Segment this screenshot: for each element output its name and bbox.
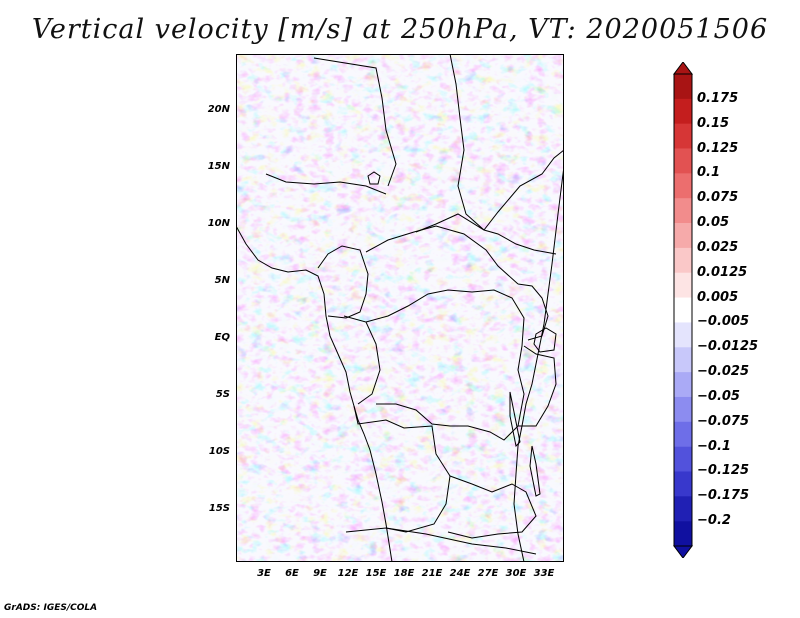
colorbar-swatch — [674, 322, 692, 348]
border-libya-chad — [313, 57, 397, 187]
colorbar-swatch — [674, 347, 692, 373]
colorbar-swatch — [674, 446, 692, 472]
border-sudan-ss — [415, 213, 557, 255]
lon-label: 9E — [313, 568, 327, 579]
lat-label: 10S — [208, 446, 230, 457]
lon-label: 15E — [365, 568, 387, 579]
lon-label: 21E — [421, 568, 443, 579]
colorbar-swatch — [674, 471, 692, 497]
colorbar-swatch — [674, 173, 692, 199]
border-congo — [343, 315, 381, 405]
colorbar-label: 0.15 — [697, 115, 730, 131]
map-title: Vertical velocity [m/s] at 250hPa, VT: 2… — [31, 14, 769, 45]
colorbar-swatch — [674, 198, 692, 224]
border-niger-nigeria — [265, 173, 387, 195]
lat-label: 5S — [215, 389, 230, 400]
colorbar-swatch — [674, 421, 692, 447]
colorbar-label: −0.005 — [697, 314, 750, 330]
lat-label: 10N — [207, 218, 230, 229]
colorbar-label: −0.025 — [697, 364, 750, 380]
border-south — [345, 527, 537, 555]
map-panel — [236, 54, 564, 562]
colorbar — [673, 62, 693, 558]
lake-chad — [367, 171, 381, 185]
colorbar-label: 0.025 — [697, 239, 739, 255]
colorbar-swatch — [674, 496, 692, 522]
border-chad-sudan — [449, 54, 485, 231]
colorbar-label: 0.075 — [697, 190, 739, 206]
colorbar-swatch — [674, 297, 692, 323]
colorbar-swatch — [674, 123, 692, 149]
lat-label: 15S — [208, 503, 230, 514]
lake-malawi — [529, 445, 541, 497]
border-zambia — [447, 475, 537, 539]
colorbar-swatch — [674, 148, 692, 174]
colorbar-label: −0.2 — [697, 513, 731, 529]
colorbar-label: −0.075 — [697, 413, 750, 429]
vertical-velocity-field — [236, 54, 564, 562]
lon-label: 12E — [337, 568, 359, 579]
colorbar-label: −0.05 — [697, 388, 740, 404]
colorbar-label: 0.0125 — [697, 264, 748, 280]
lon-label: 33E — [533, 568, 555, 579]
lat-label: EQ — [214, 332, 230, 343]
colorbar-swatch — [674, 272, 692, 298]
lat-label: 20N — [207, 104, 230, 115]
lake-victoria — [533, 327, 557, 353]
colorbar-swatch — [674, 396, 692, 423]
lon-label: 30E — [505, 568, 527, 579]
border-uganda — [517, 283, 549, 341]
colorbar-bottom-arrow — [673, 545, 693, 558]
border-car — [365, 225, 519, 285]
colorbar-outline — [673, 73, 693, 547]
lon-label: 3E — [257, 568, 271, 579]
colorbar-top-arrow — [673, 62, 693, 75]
border-tanzania — [518, 345, 557, 427]
colorbar-swatch — [674, 223, 692, 249]
east-coast — [513, 165, 564, 562]
lon-label: 24E — [449, 568, 471, 579]
colorbar-label: 0.175 — [697, 90, 739, 106]
colorbar-label: −0.0125 — [697, 339, 759, 355]
lon-label: 27E — [477, 568, 499, 579]
colorbar-label: −0.1 — [697, 438, 731, 454]
lat-label: 5N — [214, 275, 230, 286]
border-angola — [353, 405, 451, 533]
colorbar-label: −0.175 — [697, 488, 750, 504]
colorbar-label: 0.005 — [697, 289, 739, 305]
colorbar-label: 0.125 — [697, 140, 739, 156]
border-ethiopia — [483, 149, 564, 231]
lake-tanganyika — [509, 391, 521, 448]
border-drc — [365, 289, 525, 441]
lon-label: 6E — [285, 568, 299, 579]
coastline — [236, 225, 393, 562]
colorbar-swatch — [674, 521, 692, 547]
border-cameroon — [317, 245, 369, 319]
colorbar-swatch — [674, 372, 692, 398]
grads-credit: GrADS: IGES/COLA — [4, 603, 98, 613]
colorbar-label: −0.125 — [697, 463, 750, 479]
colorbar-swatch — [674, 74, 692, 100]
lat-label: 15N — [207, 161, 230, 172]
colorbar-swatch — [674, 247, 692, 274]
colorbar-label: 0.05 — [697, 215, 730, 231]
lon-label: 18E — [393, 568, 415, 579]
colorbar-swatch — [674, 98, 692, 124]
colorbar-label: 0.1 — [697, 165, 721, 181]
